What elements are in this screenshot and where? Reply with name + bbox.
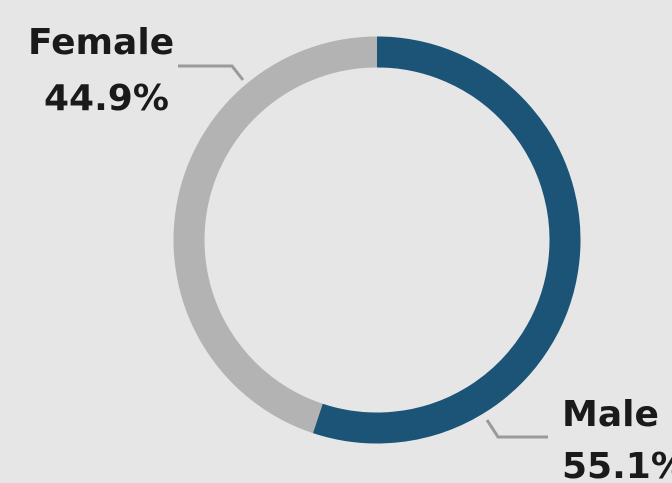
slice-label-female: Female (28, 22, 174, 63)
donut-slice-female (173, 36, 378, 434)
donut-slices (173, 36, 581, 444)
leader-line-male (485, 419, 548, 439)
slice-value-female: 44.9% (44, 78, 169, 119)
donut-slice-male (312, 36, 581, 444)
slice-label-male: Male (562, 394, 659, 435)
slice-value-male: 55.1% (562, 446, 672, 483)
leader-lines (178, 64, 548, 439)
leader-line-female (178, 64, 245, 81)
